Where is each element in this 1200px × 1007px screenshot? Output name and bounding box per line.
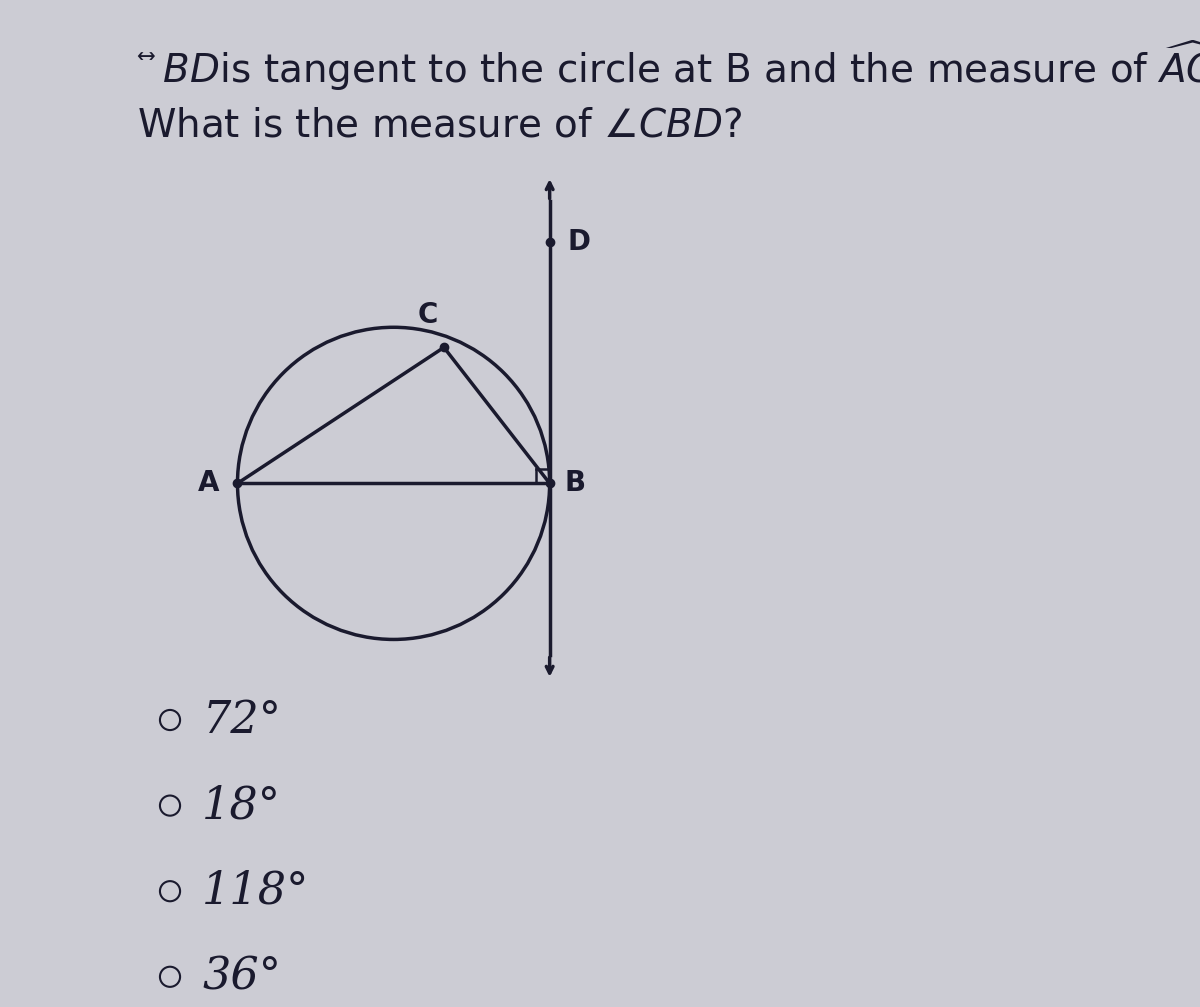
Text: 18°: 18°: [203, 784, 281, 827]
Text: B: B: [564, 469, 586, 497]
Text: $\overleftrightarrow{BD}$$\mathrm{is\ tangent\ to\ the\ circle\ at\ B\ and\ the\: $\overleftrightarrow{BD}$$\mathrm{is\ ta…: [137, 38, 1200, 93]
Text: 118°: 118°: [203, 870, 310, 912]
Text: C: C: [418, 301, 438, 329]
Text: What is the measure of $\angle CBD$?: What is the measure of $\angle CBD$?: [137, 107, 742, 145]
Text: 36°: 36°: [203, 956, 281, 998]
Text: A: A: [198, 469, 220, 497]
Text: 72°: 72°: [203, 699, 281, 741]
Text: D: D: [568, 228, 590, 256]
